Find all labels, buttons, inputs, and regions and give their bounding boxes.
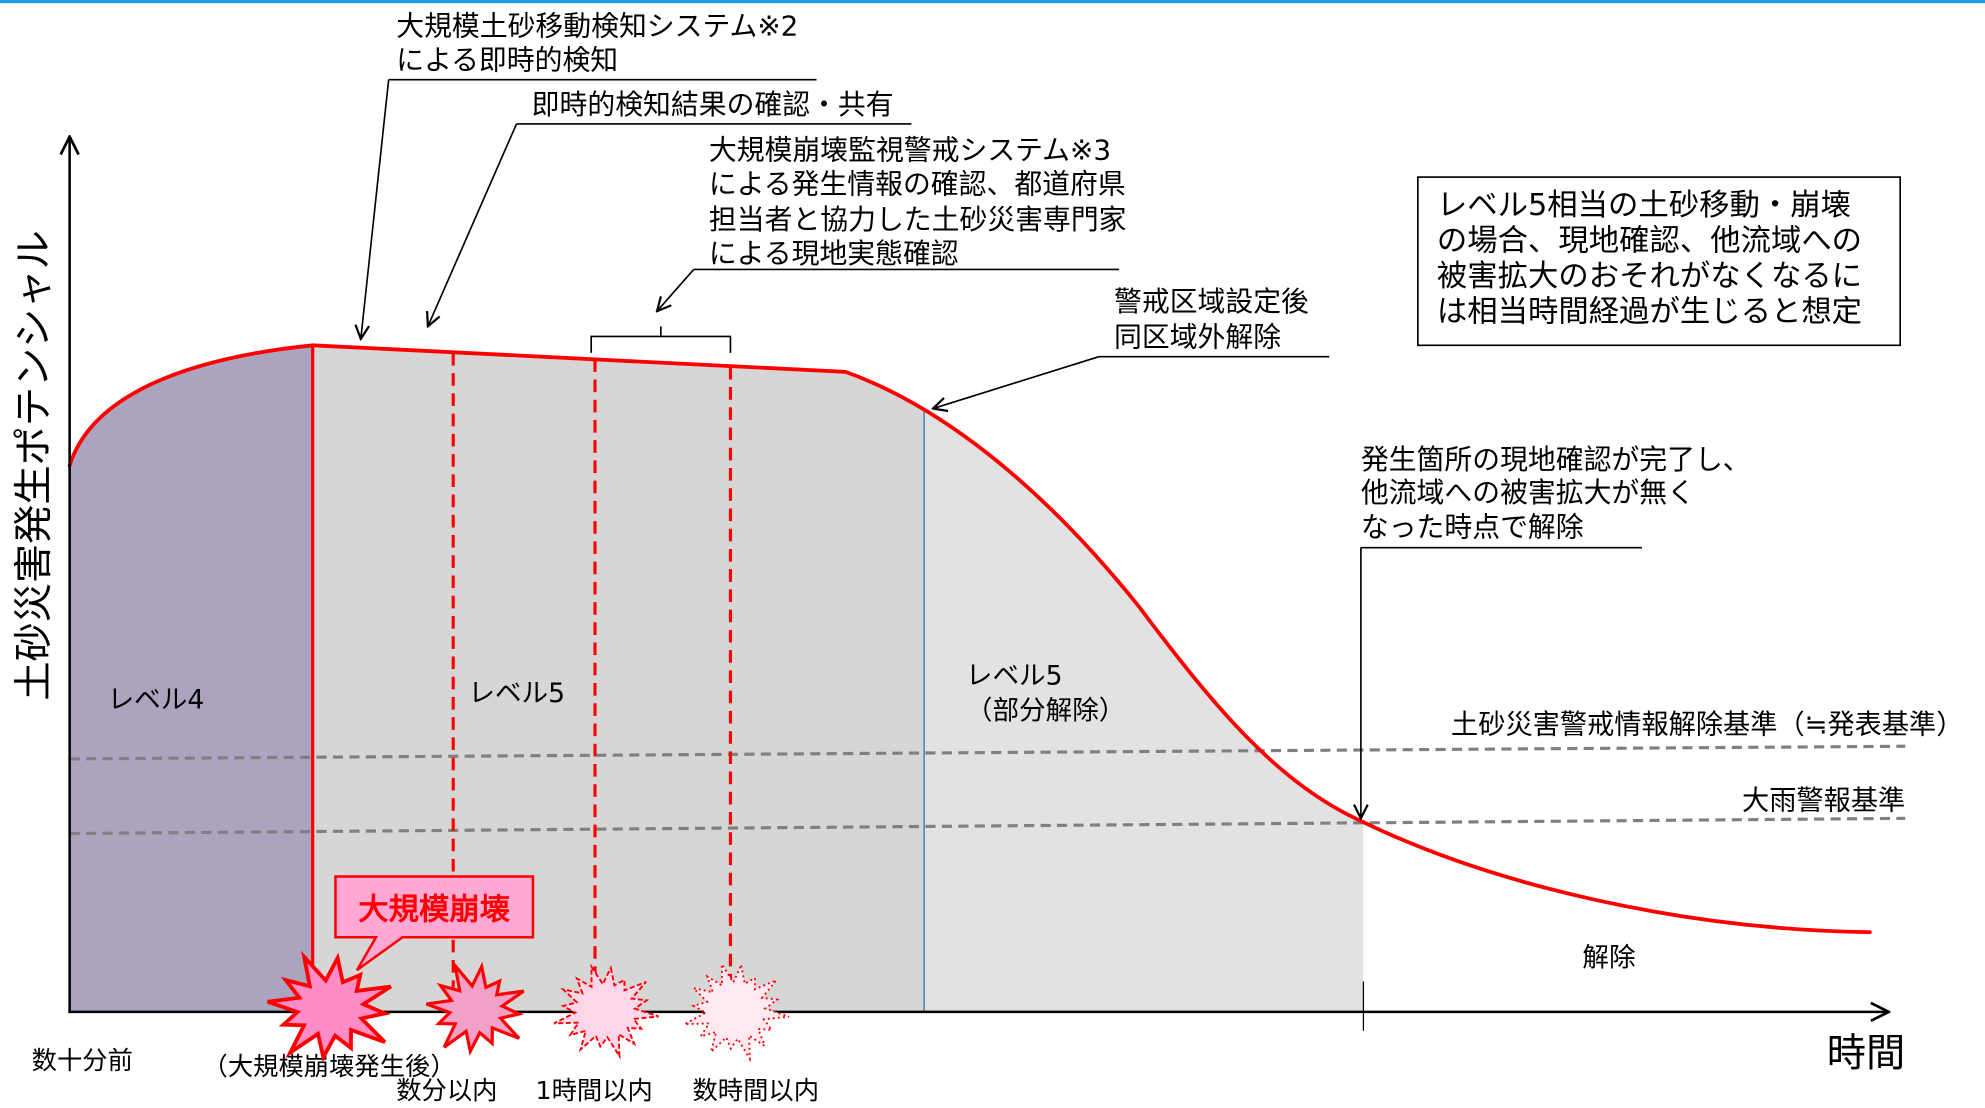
note-box-line-1: レベル5相当の土砂移動・崩壊 xyxy=(1437,188,1851,223)
field-survey-arrow xyxy=(657,268,695,311)
confirm-share-line-1: 即時的検知結果の確認・共有 xyxy=(532,88,894,121)
note-box-line-4: は相当時間経過が生じると想定 xyxy=(1437,294,1862,329)
warning-info-release-threshold-label: 土砂災害警戒情報解除基準（≒発表基準） xyxy=(1451,710,1963,741)
timeline-before-label: 数十分前 xyxy=(32,1046,133,1075)
note-box-line-3: 被害拡大のおそれがなくなるに xyxy=(1437,259,1862,294)
survey-period-bracket xyxy=(590,326,732,353)
note-box: レベル5相当の土砂移動・崩壊 の場合、現地確認、他流域への 被害拡大のおそれがな… xyxy=(1417,176,1902,347)
level5-partial-note: （部分解除） xyxy=(966,696,1125,727)
instant-detection-annotation: 大規模土砂移動検知システム※2 による即時的検知 xyxy=(396,9,798,76)
potential-curve xyxy=(67,343,1872,935)
partial-release-line-2: 同区域外解除 xyxy=(1114,321,1281,354)
field-survey-line-2: による発生情報の確認、都道府県 xyxy=(709,168,1126,201)
warning-info-release-threshold-line xyxy=(69,744,1906,761)
y-axis-label: 土砂災害発生ポテンシャル xyxy=(12,230,57,700)
field-survey-line-4: による現地実態確認 xyxy=(709,237,959,270)
timeline-within-minutes-label: 数分以内 xyxy=(396,1076,497,1105)
note-box-line-2: の場合、現地確認、他流域への xyxy=(1437,223,1862,258)
released-label: 解除 xyxy=(1582,942,1635,973)
timeline-within-hours-label: 数時間以内 xyxy=(692,1076,819,1105)
full-release-line-2: 他流域への被害拡大が無く xyxy=(1361,476,1695,509)
collapse-callout: 大規模崩壊 xyxy=(334,875,535,972)
level4-region xyxy=(69,345,313,1012)
full-release-annotation: 発生箇所の現地確認が完了し、 他流域への被害拡大が無く なった時点で解除 xyxy=(1361,443,1751,543)
collapse-callout-label: 大規模崩壊 xyxy=(358,893,511,928)
field-survey-annotation: 大規模崩壊監視警戒システム※3 による発生情報の確認、都道府県 担当者と協力した… xyxy=(709,133,1127,270)
instant-detection-line-2: による即時的検知 xyxy=(396,44,618,77)
partial-release-annotation: 警戒区域設定後 同区域外解除 xyxy=(1114,285,1309,353)
level5-partial-release-region xyxy=(924,345,1364,1014)
field-survey-line-1: 大規模崩壊監視警戒システム※3 xyxy=(709,133,1111,166)
within-minutes-burst-icon xyxy=(425,960,525,1056)
timeline-within-one-hour-label: 1時間以内 xyxy=(535,1076,652,1105)
confirm-share-annotation: 即時的検知結果の確認・共有 xyxy=(532,88,894,121)
instant-detection-arrow xyxy=(361,79,390,339)
header-rule xyxy=(0,0,1985,4)
full-release-line-1: 発生箇所の現地確認が完了し、 xyxy=(1361,443,1751,476)
within-one-hour-burst-icon xyxy=(553,963,659,1060)
confirm-share-arrow xyxy=(428,123,518,326)
timeline-after-collapse-label: （大規模崩壊発生後） xyxy=(203,1052,456,1081)
level5-label: レベル5 xyxy=(468,678,565,709)
partial-release-line-1: 警戒区域設定後 xyxy=(1114,285,1309,318)
level5-partial-label: レベル5 xyxy=(966,660,1063,691)
heavy-rain-warning-threshold-label: 大雨警報基準 xyxy=(1742,786,1905,817)
full-release-line-3: なった時点で解除 xyxy=(1361,510,1584,543)
level4-label: レベル4 xyxy=(108,684,205,715)
field-survey-line-3: 担当者と協力した土砂災害専門家 xyxy=(709,203,1127,236)
note-box-frame xyxy=(1417,176,1902,347)
collapse-burst-icon xyxy=(267,950,392,1063)
partial-release-arrow xyxy=(933,355,1100,409)
heavy-rain-warning-threshold-line xyxy=(69,816,1906,836)
collapse-callout-bubble xyxy=(334,875,535,972)
instant-detection-line-1: 大規模土砂移動検知システム※2 xyxy=(396,9,798,42)
within-hours-burst-icon xyxy=(684,960,790,1063)
x-axis-label: 時間 xyxy=(1827,1031,1905,1076)
